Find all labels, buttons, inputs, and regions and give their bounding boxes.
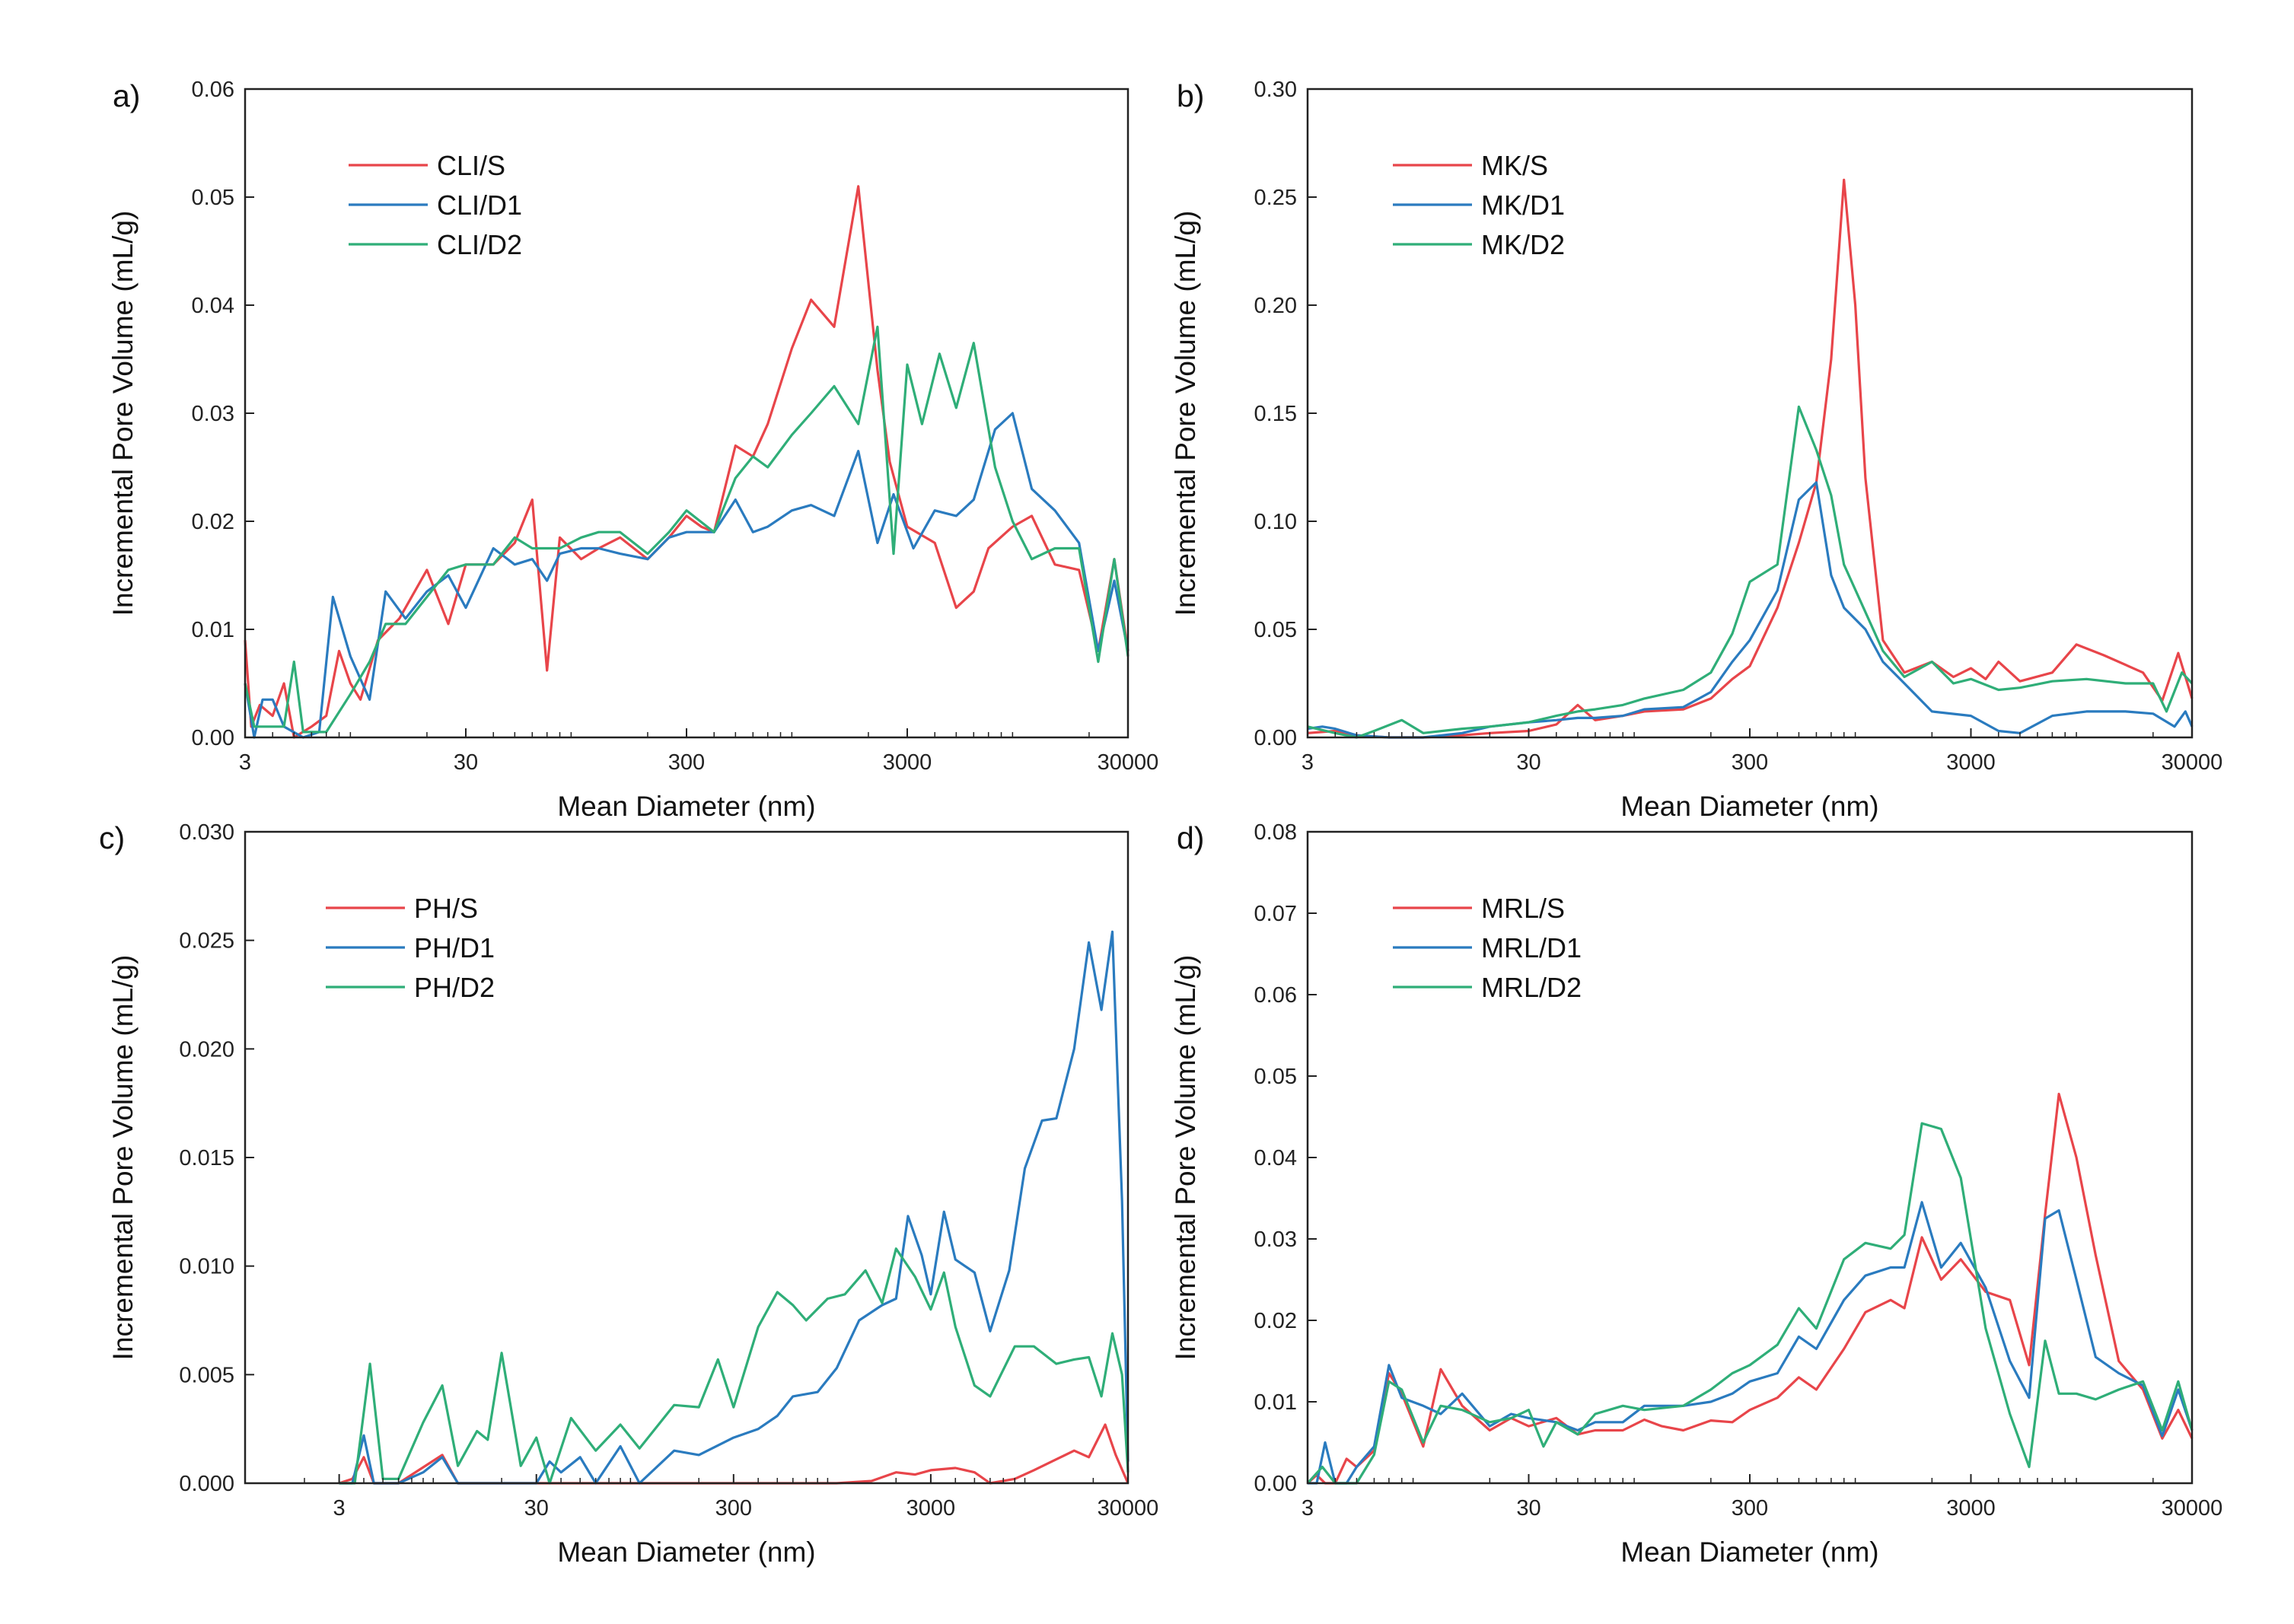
y-tick-label: 0.010 [179, 1255, 234, 1279]
x-tick-label: 3 [1302, 1496, 1314, 1521]
y-tick-label: 0.20 [1254, 294, 1297, 318]
series-line-ph-d2 [339, 1247, 1129, 1485]
x-tick-label: 3 [1302, 750, 1314, 775]
x-tick-label: 300 [668, 750, 705, 775]
y-tick-label: 0.030 [179, 820, 234, 845]
series-line-cli-s [244, 185, 1129, 739]
x-tick-label: 3000 [1946, 1496, 1996, 1521]
x-axis-label: Mean Diameter (nm) [557, 791, 815, 822]
y-axis-label: Incremental Pore Volume (mL/g) [107, 211, 139, 616]
legend-entry: MK/S [1481, 150, 1548, 181]
y-tick-label: 0.015 [179, 1146, 234, 1170]
legend-entry: MK/D1 [1481, 189, 1565, 221]
x-tick-label: 3000 [1946, 750, 1996, 775]
series-line-mk-s [1307, 178, 2194, 739]
y-tick-label: 0.05 [192, 186, 234, 210]
series-line-ph-d1 [339, 930, 1129, 1485]
y-tick-label: 0.00 [1254, 1472, 1297, 1496]
chart-panel-3: 0.000 0.005 0.010 0.015 0.020 0.025 0.030 3 30 30… [99, 820, 1158, 1568]
panel-label: b) [1177, 78, 1204, 113]
series-line-cli-d1 [244, 412, 1129, 739]
x-tick-label: 30000 [2162, 1496, 2223, 1521]
y-tick-label: 0.08 [1254, 820, 1297, 845]
x-tick-label: 300 [715, 1496, 752, 1521]
y-tick-label: 0.01 [192, 618, 234, 642]
legend-entry: CLI/D1 [437, 189, 522, 221]
y-tick-label: 0.04 [1254, 1146, 1297, 1170]
y-tick-label: 0.10 [1254, 510, 1297, 534]
x-tick-label: 30 [1516, 1496, 1540, 1521]
y-tick-label: 0.00 [1254, 726, 1297, 750]
x-tick-label: 30 [1516, 750, 1540, 775]
x-axis-label: Mean Diameter (nm) [1620, 1536, 1878, 1568]
y-tick-label: 0.06 [1254, 983, 1297, 1008]
x-tick-label: 30000 [1098, 1496, 1159, 1521]
x-tick-label: 30 [524, 1496, 549, 1521]
legend-entry: PH/D2 [414, 972, 495, 1003]
x-tick-label: 30000 [1098, 750, 1159, 775]
panel-label: c) [99, 820, 125, 855]
legend-entry: PH/D1 [414, 932, 495, 963]
x-tick-label: 3 [239, 750, 251, 775]
y-tick-label: 0.005 [179, 1363, 234, 1387]
y-tick-label: 0.15 [1254, 402, 1297, 426]
x-tick-label: 30000 [2162, 750, 2223, 775]
plot-frame [1306, 830, 2194, 1485]
y-tick-label: 0.01 [1254, 1390, 1297, 1415]
series-line-mk-d2 [1307, 405, 2194, 739]
y-tick-label: 0.07 [1254, 902, 1297, 926]
legend-entry: MK/D2 [1481, 229, 1565, 260]
legend-entry: PH/S [414, 893, 478, 924]
x-tick-label: 30 [454, 750, 478, 775]
y-tick-label: 0.020 [179, 1037, 234, 1062]
y-tick-label: 0.03 [192, 402, 234, 426]
y-tick-label: 0.06 [192, 78, 234, 102]
series-line-cli-d2 [244, 325, 1129, 734]
legend-entry: MRL/S [1481, 893, 1565, 924]
panel-label: a) [113, 78, 140, 113]
series-line-mrl-d2 [1306, 1122, 2194, 1485]
legend-entry: CLI/D2 [437, 229, 522, 260]
y-tick-label: 0.025 [179, 929, 234, 954]
x-tick-label: 3 [333, 1496, 346, 1521]
x-tick-label: 300 [1732, 1496, 1768, 1521]
y-tick-label: 0.05 [1254, 1065, 1297, 1089]
y-tick-label: 0.02 [1254, 1309, 1297, 1333]
chart-panel-1: 0.00 0.01 0.02 0.03 0.04 0.05 0.06 3 30 300 3000 30… [107, 78, 1158, 822]
series-line-mk-d1 [1307, 481, 2194, 739]
y-tick-label: 0.25 [1254, 186, 1297, 210]
chart-panel-4: 0.00 0.01 0.02 0.03 0.04 0.05 0.06 0.07 0.08 3 30 3… [1170, 820, 2222, 1568]
x-tick-label: 3000 [906, 1496, 956, 1521]
y-axis-label: Incremental Pore Volume (mL/g) [1170, 211, 1201, 616]
legend-entry: MRL/D1 [1481, 932, 1582, 963]
x-axis-label: Mean Diameter (nm) [557, 1536, 815, 1568]
x-axis-label: Mean Diameter (nm) [1620, 791, 1878, 822]
y-tick-label: 0.000 [179, 1472, 234, 1496]
x-tick-label: 3000 [883, 750, 932, 775]
x-tick-label: 300 [1732, 750, 1768, 775]
y-tick-label: 0.30 [1254, 78, 1297, 102]
y-axis-label: Incremental Pore Volume (mL/g) [1170, 955, 1201, 1361]
series-line-ph-s [339, 1423, 1129, 1485]
legend-entry: MRL/D2 [1481, 972, 1582, 1003]
y-tick-label: 0.05 [1254, 618, 1297, 642]
y-tick-label: 0.02 [192, 510, 234, 534]
series-line-mrl-s [1306, 1092, 2194, 1485]
chart-panel-2: 0.00 0.05 0.10 0.15 0.20 0.25 0.30 3 30 300 3000 30… [1170, 78, 2222, 822]
panel-label: d) [1177, 820, 1204, 855]
y-tick-label: 0.04 [192, 294, 234, 318]
series-line-mrl-d1 [1308, 1201, 2194, 1485]
y-tick-label: 0.00 [192, 726, 234, 750]
legend-entry: CLI/S [437, 150, 505, 181]
y-tick-label: 0.03 [1254, 1228, 1297, 1252]
y-axis-label: Incremental Pore Volume (mL/g) [107, 955, 139, 1361]
